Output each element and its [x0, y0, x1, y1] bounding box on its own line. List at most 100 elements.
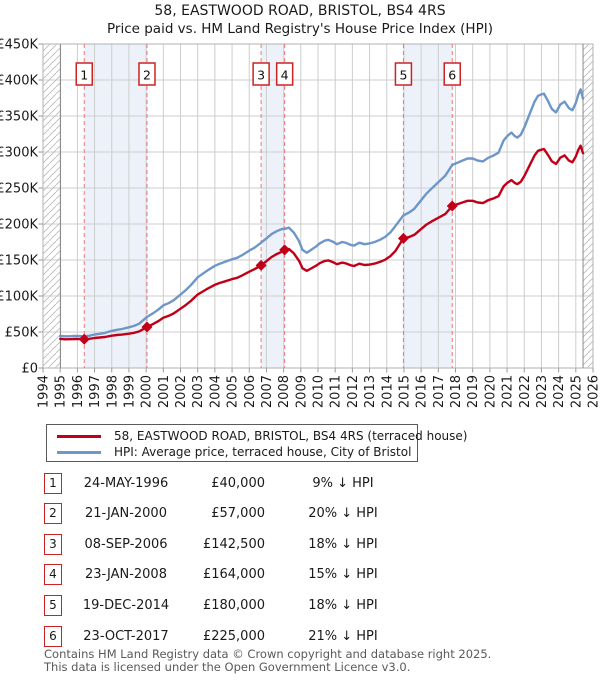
- svg-text:1995: 1995: [54, 375, 69, 408]
- sale-vs-hpi: 15% ↓ HPI: [308, 567, 378, 583]
- hpi-line-swatch: [57, 450, 101, 454]
- legend-item-hpi: HPI: Average price, terraced house, City…: [57, 444, 417, 460]
- grid-layer: [38, 43, 594, 373]
- ownership-band: [84, 44, 147, 368]
- svg-text:2001: 2001: [157, 375, 172, 408]
- hpi-line: [59, 88, 585, 338]
- svg-text:2024: 2024: [552, 375, 567, 408]
- sale-price: £40,000: [211, 475, 265, 491]
- sale-number-box: 2: [138, 62, 156, 86]
- sale-date: 08-SEP-2006: [84, 536, 168, 552]
- sale-diamond: [78, 333, 90, 345]
- sale-diamond: [279, 244, 291, 256]
- svg-text:2023: 2023: [535, 375, 550, 408]
- svg-text:2: 2: [143, 68, 151, 83]
- svg-text:2004: 2004: [208, 375, 223, 408]
- svg-text:£350K: £350K: [0, 110, 38, 125]
- property-line: [59, 144, 585, 341]
- sale-vs-hpi: 9% ↓ HPI: [312, 475, 374, 491]
- sale-date: 24-MAY-1996: [83, 475, 169, 491]
- svg-text:2012: 2012: [346, 375, 361, 408]
- svg-text:2021: 2021: [501, 375, 516, 408]
- legend-label: 58, EASTWOOD ROAD, BRISTOL, BS4 4RS (ter…: [114, 429, 468, 443]
- svg-text:2006: 2006: [243, 375, 258, 408]
- svg-text:2025: 2025: [569, 375, 584, 408]
- sale-price: £164,000: [202, 567, 265, 583]
- sale-number-box: 3: [252, 62, 270, 86]
- footer-line1: Contains HM Land Registry data © Crown c…: [44, 647, 492, 661]
- svg-text:1998: 1998: [105, 375, 120, 408]
- svg-text:2020: 2020: [483, 375, 498, 408]
- svg-text:2010: 2010: [312, 375, 327, 408]
- svg-text:£400K: £400K: [0, 74, 38, 89]
- x-axis-labels: 1994 1995 1996 1997 1998 1999 2000 2001 2002 2003…: [37, 375, 600, 408]
- y-axis-labels: £0 £50K £100K £150K £200K £250K £300K £350K £400…: [0, 38, 38, 377]
- svg-text:6: 6: [448, 68, 456, 83]
- svg-text:2013: 2013: [363, 375, 378, 408]
- chart-legend: 58, EASTWOOD ROAD, BRISTOL, BS4 4RS (ter…: [46, 424, 467, 462]
- svg-text:1999: 1999: [122, 375, 137, 408]
- sale-price: £225,000: [202, 628, 265, 644]
- svg-text:2016: 2016: [415, 375, 430, 408]
- svg-text:1994: 1994: [37, 375, 52, 408]
- svg-text:£100K: £100K: [0, 290, 38, 305]
- sale-date: 23-JAN-2008: [85, 567, 167, 583]
- sale-date: 21-JAN-2000: [85, 506, 167, 522]
- svg-text:4: 4: [281, 68, 289, 83]
- sale-number-box: 4: [275, 62, 294, 86]
- svg-text:2019: 2019: [466, 375, 481, 408]
- svg-text:2014: 2014: [380, 375, 395, 408]
- hatch-left: [43, 44, 61, 368]
- svg-text:2017: 2017: [432, 375, 447, 408]
- sale-row: 5 19-DEC-2014 £180,000 18% ↓ HPI: [44, 594, 413, 616]
- sale-row: 1 24-MAY-1996 £40,000 9% ↓ HPI: [44, 472, 413, 494]
- sale-number-box: 5: [394, 62, 413, 86]
- svg-text:2011: 2011: [329, 375, 344, 408]
- sale-diamond: [255, 259, 267, 271]
- svg-text:2026: 2026: [587, 375, 600, 408]
- sale-price: £142,500: [202, 536, 265, 552]
- sale-number-badge: 2: [44, 503, 62, 525]
- sale-diamond: [446, 200, 458, 212]
- sale-vs-hpi: 21% ↓ HPI: [308, 628, 378, 644]
- sale-date: 19-DEC-2014: [82, 597, 170, 613]
- sale-diamond: [141, 321, 153, 333]
- sale-vs-hpi: 18% ↓ HPI: [308, 597, 378, 613]
- sale-number-badge: 5: [44, 594, 62, 616]
- svg-text:£300K: £300K: [0, 146, 38, 161]
- svg-text:3: 3: [257, 68, 265, 83]
- svg-text:1997: 1997: [88, 375, 103, 408]
- svg-text:2003: 2003: [191, 375, 206, 408]
- svg-text:2015: 2015: [397, 375, 412, 408]
- svg-text:£50K: £50K: [5, 326, 39, 341]
- svg-text:2022: 2022: [518, 375, 533, 408]
- legend-item-property: 58, EASTWOOD ROAD, BRISTOL, BS4 4RS (ter…: [57, 428, 467, 444]
- svg-text:2008: 2008: [277, 375, 292, 408]
- sale-number-badge: 6: [44, 625, 62, 647]
- page-subtitle: Price paid vs. HM Land Registry's House …: [107, 21, 493, 37]
- svg-text:1: 1: [80, 68, 88, 83]
- sale-row: 3 08-SEP-2006 £142,500 18% ↓ HPI: [44, 533, 413, 555]
- sale-number-box: 6: [443, 62, 461, 86]
- sale-row: 2 21-JAN-2000 £57,000 20% ↓ HPI: [44, 503, 413, 525]
- sale-row: 6 23-OCT-2017 £225,000 21% ↓ HPI: [44, 625, 413, 647]
- sale-diamond: [397, 232, 409, 244]
- svg-text:2007: 2007: [260, 375, 275, 408]
- sale-vs-hpi: 20% ↓ HPI: [308, 506, 378, 522]
- legend-label: HPI: Average price, terraced house, City…: [114, 445, 412, 459]
- svg-text:2018: 2018: [449, 375, 464, 408]
- sale-number-box: 1: [75, 62, 93, 86]
- svg-text:£150K: £150K: [0, 254, 38, 269]
- hatch-right: [583, 44, 593, 368]
- sale-price: £57,000: [211, 506, 265, 522]
- property-line-swatch: [57, 434, 101, 438]
- sale-vs-hpi: 18% ↓ HPI: [308, 536, 378, 552]
- footer-line2: This data is licensed under the Open Gov…: [44, 659, 411, 674]
- svg-text:2009: 2009: [294, 375, 309, 408]
- svg-text:1996: 1996: [71, 375, 86, 408]
- sale-date: 23-OCT-2017: [83, 628, 169, 644]
- svg-text:5: 5: [399, 68, 407, 83]
- svg-text:£0: £0: [21, 362, 38, 377]
- ownership-band: [261, 44, 285, 368]
- svg-text:£200K: £200K: [0, 218, 38, 233]
